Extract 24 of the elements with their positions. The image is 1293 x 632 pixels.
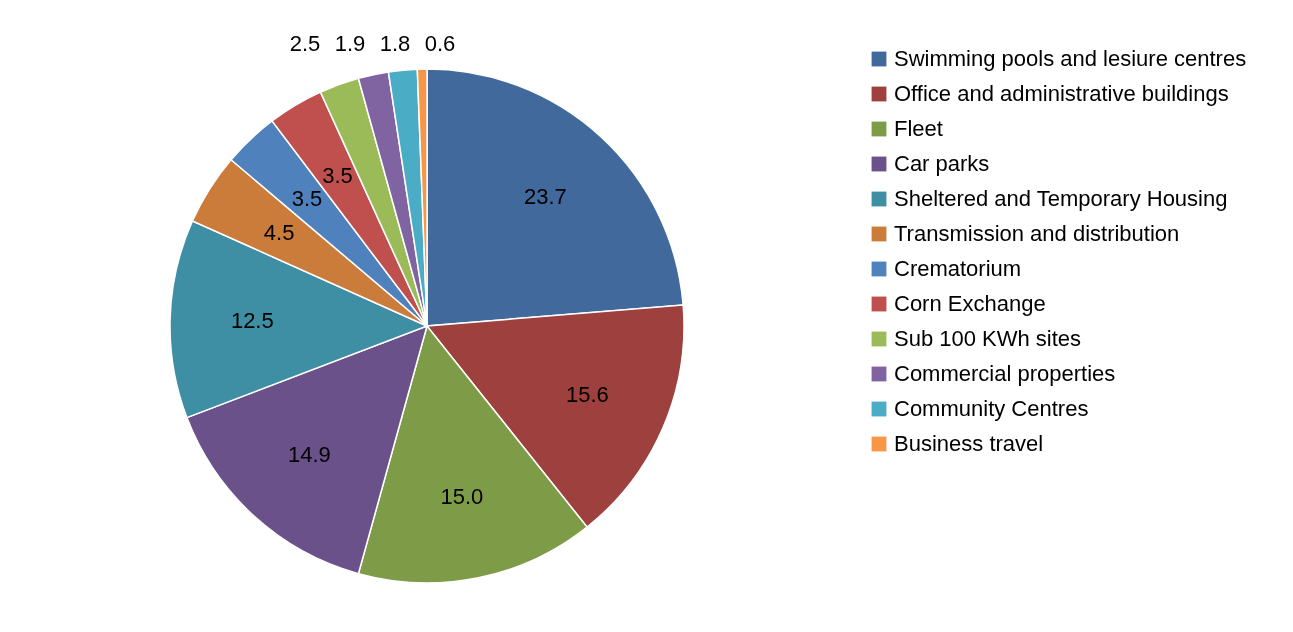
legend-label: Sub 100 KWh sites: [894, 326, 1082, 351]
data-label: 12.5: [230, 308, 274, 334]
legend-label: Transmission and distribution: [894, 221, 1180, 246]
legend-label: Corn Exchange: [894, 291, 1046, 316]
data-label: 0.6: [424, 31, 456, 56]
data-label: 14.9: [287, 442, 331, 468]
legend-label: Car parks: [894, 151, 990, 176]
data-label: 2.5: [289, 31, 321, 56]
data-label: 3.5: [291, 185, 323, 211]
data-label: 15.0: [440, 484, 484, 510]
legend-label: Fleet: [894, 116, 943, 141]
legend-label: Office and administrative buildings: [894, 81, 1229, 106]
data-label: 23.7: [524, 184, 567, 210]
legend-label: Community Centres: [894, 396, 1089, 421]
data-label: 1.8: [379, 31, 411, 56]
data-label: 1.9: [334, 31, 366, 56]
legend-label: Commercial properties: [894, 361, 1116, 386]
legend-label: Crematorium: [894, 256, 1022, 281]
data-label: 3.5: [322, 162, 353, 188]
data-label: 15.6: [565, 382, 609, 408]
data-label: 4.5: [263, 219, 295, 245]
legend-label: Swimming pools and lesiure centres: [894, 46, 1247, 71]
legend-label: Sheltered and Temporary Housing: [894, 186, 1228, 211]
legend-label: Business travel: [894, 431, 1044, 456]
